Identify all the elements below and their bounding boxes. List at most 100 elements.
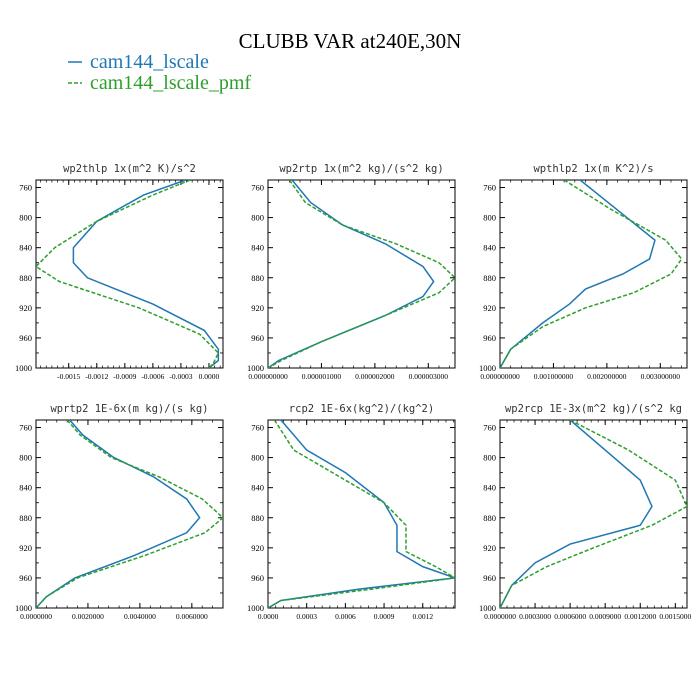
x-tick-label: -0.0009 — [113, 372, 136, 381]
x-tick-label: 0.0003 — [296, 612, 317, 621]
plot-frame — [499, 179, 688, 369]
x-tick-label: -0.0012 — [85, 372, 108, 381]
x-tick-label: 0.0000 — [258, 612, 279, 621]
legend-item: cam144_lscale — [68, 51, 209, 73]
y-tick-label: 880 — [251, 513, 264, 523]
series-line-cam144-lscale — [500, 180, 656, 368]
y-tick-label: 880 — [483, 273, 496, 283]
series-line-cam144-lscale-pmf — [268, 180, 455, 368]
series-line-cam144-lscale — [500, 420, 653, 608]
x-tick-label: 0.0003000 — [519, 612, 551, 621]
y-tick-label: 1000 — [15, 363, 32, 373]
series-line-cam144-lscale-pmf — [500, 420, 687, 608]
figure-title: CLUBB VAR at240E,30N — [239, 29, 462, 53]
series-line-cam144-lscale-pmf — [268, 420, 455, 608]
x-tick-label: -0.0015 — [57, 372, 80, 381]
y-tick-label: 960 — [251, 573, 264, 583]
plot-frame — [499, 419, 688, 609]
y-tick-label: 840 — [251, 483, 264, 493]
series-line-cam144-lscale — [36, 420, 201, 608]
y-tick-label: 920 — [19, 543, 32, 553]
plot-frame — [267, 179, 456, 369]
x-tick-label: 0.0009000 — [589, 612, 621, 621]
y-tick-label: 920 — [483, 303, 496, 313]
x-tick-label: 0.001000000 — [534, 372, 574, 381]
y-tick-label: 760 — [19, 423, 32, 433]
x-tick-label: 0.0020000 — [72, 612, 104, 621]
subplot: wp2thlp 1x(m^2 K)/s^2 760 800 840 880 920 960 1… — [15, 163, 224, 381]
y-tick-label: 760 — [251, 423, 264, 433]
series-line-cam144-lscale — [268, 180, 435, 368]
y-tick-label: 880 — [251, 273, 264, 283]
y-tick-label: 760 — [483, 423, 496, 433]
y-tick-label: 960 — [483, 573, 496, 583]
y-tick-label: 960 — [19, 333, 32, 343]
x-tick-label: 0.0006000 — [554, 612, 586, 621]
subplot: wp2rcp 1E-3x(m^2 kg)/(s^2 kg 760 800 840 880… — [479, 403, 692, 621]
y-tick-label: 880 — [483, 513, 496, 523]
y-tick-label: 920 — [251, 543, 264, 553]
subplot-title: rcp2 1E-6x(kg^2)/(kg^2) — [289, 403, 434, 415]
series-line-cam144-lscale-pmf — [36, 420, 223, 608]
x-tick-label: 0.0006 — [335, 612, 356, 621]
legend-item: cam144_lscale_pmf — [68, 72, 251, 94]
subplot: rcp2 1E-6x(kg^2)/(kg^2) 760 800 840 880 920 96… — [247, 403, 456, 621]
legend-label: cam144_lscale — [90, 51, 209, 73]
y-tick-label: 1000 — [247, 603, 264, 613]
x-tick-label: 0.0060000 — [176, 612, 208, 621]
series-line-cam144-lscale — [72, 180, 220, 368]
plot-frame — [267, 419, 456, 609]
x-tick-label: 0.0000000 — [484, 612, 516, 621]
subplot: wp2rtp 1x(m^2 kg)/(s^2 kg) 760 800 840 880 92… — [247, 163, 456, 381]
y-tick-label: 1000 — [479, 603, 496, 613]
y-tick-label: 760 — [483, 183, 496, 193]
y-tick-label: 960 — [19, 573, 32, 583]
y-tick-label: 800 — [483, 453, 496, 463]
y-tick-label: 760 — [19, 183, 32, 193]
subplot-title: wprtp2 1E-6x(m kg)/(s kg) — [50, 403, 208, 415]
x-tick-label: 0.000002000 — [355, 372, 395, 381]
y-tick-label: 920 — [483, 543, 496, 553]
x-tick-label: 0.0000 — [199, 372, 220, 381]
series-line-cam144-lscale — [268, 420, 455, 608]
x-tick-label: 0.003000000 — [641, 372, 681, 381]
y-tick-label: 840 — [483, 483, 496, 493]
x-tick-label: -0.0006 — [141, 372, 164, 381]
y-tick-label: 840 — [251, 243, 264, 253]
y-tick-label: 1000 — [15, 603, 32, 613]
x-tick-label: 0.0012 — [412, 612, 433, 621]
y-tick-label: 1000 — [247, 363, 264, 373]
subplot-title: wp2rcp 1E-3x(m^2 kg)/(s^2 kg — [505, 403, 682, 415]
y-tick-label: 800 — [483, 213, 496, 223]
y-tick-label: 800 — [251, 213, 264, 223]
series-line-cam144-lscale-pmf — [500, 180, 683, 368]
subplot: wpthlp2 1x(m K^2)/s 760 800 840 880 920 960 100… — [479, 163, 688, 381]
y-tick-label: 840 — [19, 243, 32, 253]
panels: wp2thlp 1x(m^2 K)/s^2 760 800 840 880 920 960 1… — [15, 163, 692, 621]
x-tick-label: 0.0009 — [374, 612, 395, 621]
legend-label: cam144_lscale_pmf — [90, 72, 251, 94]
y-tick-label: 920 — [251, 303, 264, 313]
series-line-cam144-lscale-pmf — [36, 180, 220, 368]
x-tick-label: 0.000000000 — [480, 372, 520, 381]
subplot-title: wpthlp2 1x(m K^2)/s — [533, 163, 653, 175]
x-tick-label: 0.0012000 — [624, 612, 656, 621]
y-tick-label: 880 — [19, 513, 32, 523]
x-tick-label: 0.000003000 — [409, 372, 449, 381]
x-tick-label: 0.000000000 — [248, 372, 288, 381]
y-tick-label: 960 — [483, 333, 496, 343]
subplot-title: wp2thlp 1x(m^2 K)/s^2 — [63, 163, 196, 175]
plot-frame — [35, 419, 224, 609]
x-tick-label: 0.0040000 — [124, 612, 156, 621]
y-tick-label: 960 — [251, 333, 264, 343]
y-tick-label: 880 — [19, 273, 32, 283]
subplot: wprtp2 1E-6x(m kg)/(s kg) 760 800 840 880 920… — [15, 403, 224, 621]
y-tick-label: 920 — [19, 303, 32, 313]
x-tick-label: -0.0003 — [169, 372, 192, 381]
x-tick-label: 0.0015000 — [659, 612, 691, 621]
subplot-title: wp2rtp 1x(m^2 kg)/(s^2 kg) — [279, 163, 443, 175]
x-tick-label: 0.000001000 — [302, 372, 342, 381]
y-tick-label: 760 — [251, 183, 264, 193]
